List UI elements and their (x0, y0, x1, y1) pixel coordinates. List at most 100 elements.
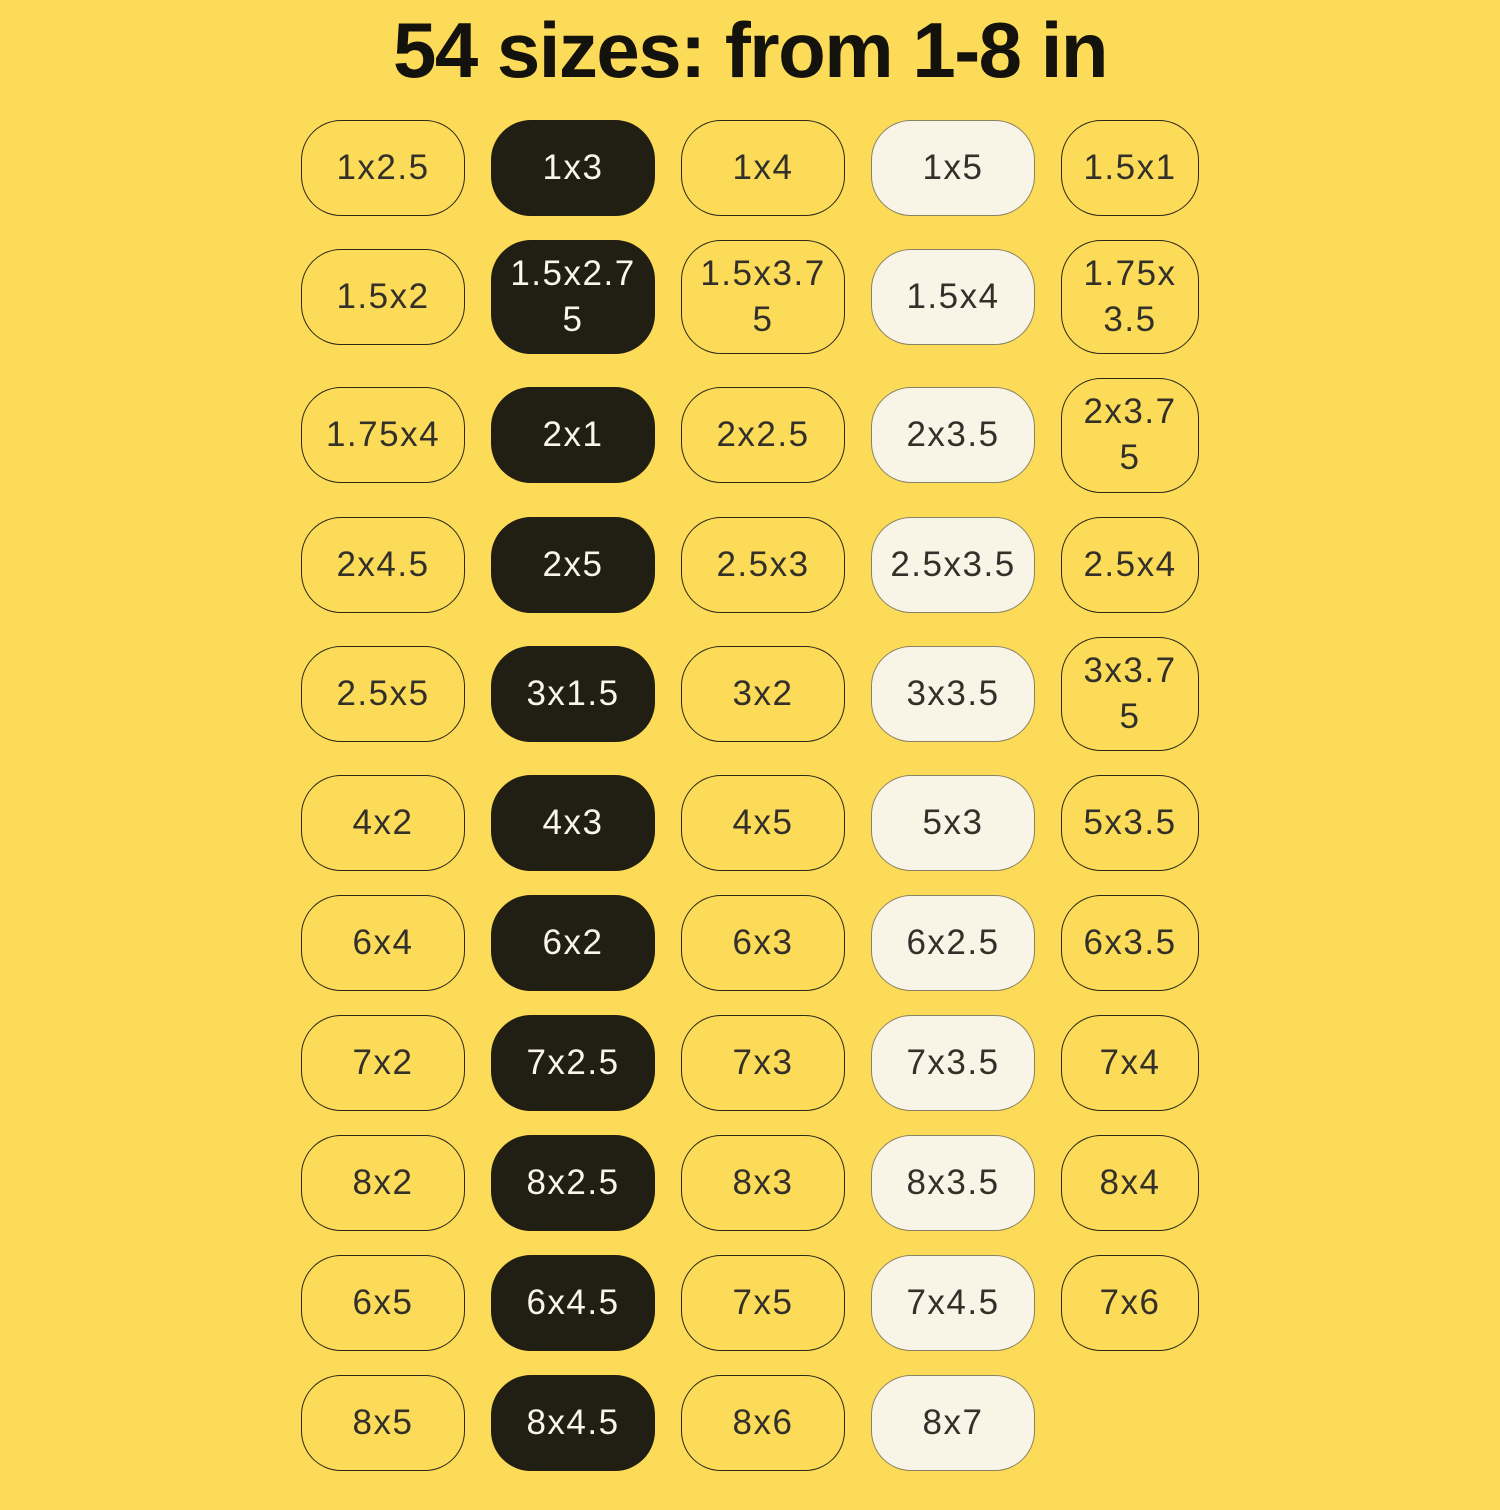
size-pill: 8x4 (1061, 1135, 1199, 1232)
size-pill: 7x2.5 (491, 1015, 655, 1112)
size-label: 1.75x3.5 (1083, 253, 1177, 340)
size-pill: 7x6 (1061, 1255, 1199, 1352)
size-label: 7x4.5 (906, 1282, 1000, 1322)
size-label: 1x3 (542, 147, 604, 187)
size-label: 3x3.5 (906, 673, 1000, 713)
size-label: 1.75x4 (325, 415, 441, 455)
size-label: 2.5x3.5 (890, 544, 1016, 584)
size-pill: 6x4.5 (491, 1255, 655, 1352)
size-pill: 3x3.5 (871, 645, 1035, 742)
size-pill: 2.5x4 (1061, 516, 1199, 613)
size-label: 6x2.5 (906, 922, 1000, 962)
size-pill: 7x2 (301, 1015, 465, 1112)
size-label: 7x3 (732, 1042, 794, 1082)
size-label: 5x3.5 (1083, 802, 1177, 842)
size-label: 2x4.5 (336, 544, 430, 584)
size-label: 8x5 (352, 1402, 414, 1442)
size-pill: 8x4.5 (491, 1375, 655, 1472)
size-label: 6x2 (542, 922, 604, 962)
size-pill: 8x6 (681, 1375, 845, 1472)
size-label: 2x5 (542, 544, 604, 584)
size-label: 4x2 (352, 802, 414, 842)
size-pill: 2.5x3 (681, 516, 845, 613)
size-pill: 7x4.5 (871, 1255, 1035, 1352)
size-label: 1x5 (922, 147, 984, 187)
size-label: 5x3 (922, 802, 984, 842)
size-pill: 5x3 (871, 775, 1035, 872)
size-pill: 4x3 (491, 775, 655, 872)
size-pill: 1x5 (871, 119, 1035, 216)
size-pill: 6x3 (681, 895, 845, 992)
size-label: 7x2 (352, 1042, 414, 1082)
size-label: 8x4 (1099, 1162, 1161, 1202)
size-pill: 6x4 (301, 895, 465, 992)
size-label: 8x2.5 (526, 1162, 620, 1202)
size-label: 1.5x3.75 (700, 253, 826, 340)
size-label: 2x1 (542, 415, 604, 455)
size-pill: 6x3.5 (1061, 895, 1199, 992)
size-label: 6x4 (352, 922, 414, 962)
size-label: 8x2 (352, 1162, 414, 1202)
size-pill: 1x2.5 (301, 119, 465, 216)
size-label: 6x3 (732, 922, 794, 962)
size-pill: 4x2 (301, 775, 465, 872)
sizes-grid: 1x2.5 1x3 1x4 1x5 1.5x1 1.5x2 1.5x2.75 1… (301, 119, 1199, 1472)
size-pill: 2x4.5 (301, 516, 465, 613)
size-label: 1.5x2.75 (510, 253, 636, 340)
size-chart-infographic: 54 sizes: from 1-8 in 1x2.5 1x3 1x4 1x5 … (0, 6, 1500, 1472)
size-pill: 1.5x2.75 (491, 239, 655, 355)
page-title: 54 sizes: from 1-8 in (392, 6, 1109, 94)
size-label: 1x2.5 (336, 147, 430, 187)
size-label: 8x3 (732, 1162, 794, 1202)
size-pill: 7x3.5 (871, 1015, 1035, 1112)
size-label: 2.5x3 (716, 544, 810, 584)
size-pill: 5x3.5 (1061, 775, 1199, 872)
size-label: 3x1.5 (526, 673, 620, 713)
size-pill: 3x3.75 (1061, 636, 1199, 752)
size-label: 4x3 (542, 802, 604, 842)
size-label: 8x6 (732, 1402, 794, 1442)
size-pill: 2.5x3.5 (871, 516, 1035, 613)
size-pill: 2x2.5 (681, 387, 845, 484)
size-pill: 1x4 (681, 119, 845, 216)
size-label: 8x4.5 (526, 1402, 620, 1442)
size-label: 7x4 (1099, 1042, 1161, 1082)
size-pill: 2x5 (491, 516, 655, 613)
size-pill: 2x3.75 (1061, 378, 1199, 493)
size-label: 3x3.75 (1083, 650, 1177, 736)
size-label: 1.5x4 (906, 276, 1000, 316)
size-pill: 8x7 (871, 1375, 1035, 1472)
size-pill: 6x2 (491, 895, 655, 992)
size-pill: 7x3 (681, 1015, 845, 1112)
size-pill: 2x3.5 (871, 387, 1035, 484)
size-pill: 1.5x2 (301, 249, 465, 346)
size-label: 6x4.5 (526, 1282, 620, 1322)
size-pill: 8x3.5 (871, 1135, 1035, 1232)
size-label: 6x5 (352, 1282, 414, 1322)
size-label: 2.5x4 (1083, 544, 1177, 584)
size-label: 3x2 (732, 673, 794, 713)
size-label: 8x7 (922, 1402, 984, 1442)
size-label: 7x3.5 (906, 1042, 1000, 1082)
size-pill: 8x5 (301, 1375, 465, 1472)
size-label: 1.5x1 (1083, 147, 1177, 187)
size-label: 8x3.5 (906, 1162, 1000, 1202)
size-pill: 4x5 (681, 775, 845, 872)
size-pill: 3x2 (681, 645, 845, 742)
size-label: 6x3.5 (1083, 922, 1177, 962)
size-pill: 1.75x4 (301, 387, 465, 484)
size-label: 7x6 (1099, 1282, 1161, 1322)
size-pill: 3x1.5 (491, 645, 655, 742)
size-pill: 6x5 (301, 1255, 465, 1352)
size-pill: 1.75x3.5 (1061, 239, 1199, 355)
size-pill: 1.5x3.75 (681, 239, 845, 355)
size-label: 7x5 (732, 1282, 794, 1322)
size-label: 7x2.5 (526, 1042, 620, 1082)
size-label: 1x4 (732, 147, 794, 187)
size-pill: 2x1 (491, 387, 655, 484)
size-label: 2.5x5 (336, 673, 430, 713)
size-label: 2x2.5 (716, 415, 810, 455)
size-label: 2x3.75 (1083, 392, 1177, 478)
size-pill: 1x3 (491, 119, 655, 216)
size-pill: 8x2 (301, 1135, 465, 1232)
